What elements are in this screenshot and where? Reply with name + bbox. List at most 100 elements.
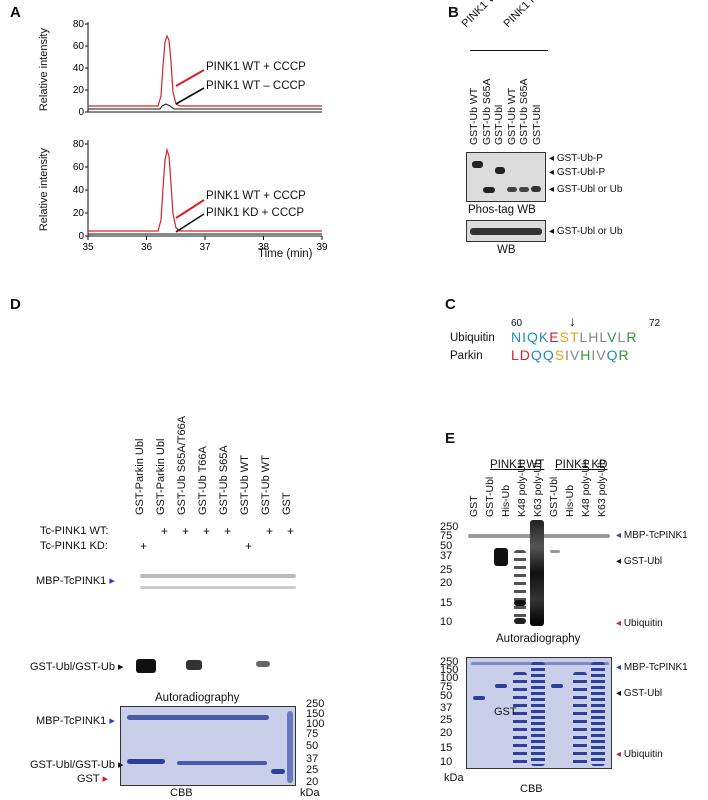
e-lane-label: GST [468,495,480,517]
xtick-label: 36 [141,242,153,253]
d-row-kd: Tc-PINK1 KD: [40,540,108,552]
d-lane-label: GST-Ub S65A [218,445,230,515]
d-ladder-mark: 250 [306,698,325,710]
e-ladder-bottom-mark: 15 [440,742,453,754]
residue: I [522,329,528,345]
d-ladder-mark: 37 [306,753,319,765]
residue: Q [527,329,539,345]
c-row2-seq: LDQQSIVHIVQR [511,347,630,363]
xtick-label: 39 [316,242,328,253]
ytick-bottom-label: 0 [78,231,84,242]
d-wt-mark: + [266,524,274,538]
e-lane-label: K63 poly-Ub [532,459,544,517]
e-lane-label: K63 poly-Ub [596,459,608,517]
ytick-top-label: 40 [73,63,85,74]
panel-c-letter: C [445,296,456,313]
b-label-ublp: GST-Ubl-P [556,167,606,178]
d-ladder-mark: 20 [306,776,319,788]
d-caption-auto: Autoradiography [155,692,240,704]
e-label-gst: GST [494,706,517,718]
e-caption-auto: Autoradiography [496,633,581,645]
b-lane-label: GST-Ubl [530,104,543,145]
legend-top-1: PINK1 WT + CCCP [206,61,306,73]
e-ladder-top-mark: 250 [440,521,459,533]
b-lane-label: GST-Ub S65A [518,78,530,145]
d-lane-label: GST-Parkin Ubl [134,438,146,515]
b-group-kd: PINK1 KD [501,0,546,30]
residue: L [511,347,520,363]
e-label-ub: Ubiquitin [623,618,663,629]
ytick-top-label: 60 [73,41,85,52]
residue: L [599,329,608,345]
residue: K [538,329,550,345]
e-lane-label: K48 poly-Ub [580,459,592,517]
e-ladder-bottom-mark: 10 [440,756,453,768]
b-lane-label: GST-Ub S65A [480,78,493,145]
c-row1-name: Ubiquitin [450,332,495,344]
b-label-wb: GST-Ubl or Ub [556,226,623,237]
e-group-kd: PINK1 KD [555,459,608,471]
b-group-wt: PINK1 WT [459,0,505,30]
e-cbb-gel [466,657,612,769]
e-label-mbp: MBP-TcPINK1 [623,530,688,541]
d-wt-mark: + [182,524,190,538]
ytick-bottom-label: 20 [73,208,85,219]
residue: L [617,329,627,345]
b-label-ubp: ◂ [549,153,557,164]
e-group-wt: PINK1 WT [490,459,545,471]
d-cbb-label-mbp: MBP-TcPINK1 [36,715,107,727]
residue: I [565,347,570,363]
residue: R [626,329,638,345]
d-ladder-mark: 25 [306,764,319,776]
legend-top-2: PINK1 WT – CCCP [206,80,306,92]
e-ladder-top-mark: 15 [440,597,453,609]
b-lane-label: GST-Ub WT [505,87,518,145]
panel-e-letter: E [445,430,456,447]
residue: V [569,347,581,363]
e-lane-label: His-Ub [500,484,512,517]
e-lane-label: His-Ub [564,484,576,517]
residue: T [569,329,580,345]
residue: L [579,329,589,345]
d-label-gstubl: GST-Ubl/GST-Ub [30,661,115,673]
panel-a-bottom-axes: 0 20 40 60 80 35 36 37 38 39 [73,139,328,253]
e-ladder-top-mark: 37 [440,550,453,562]
ytick-bottom-label: 60 [73,162,85,173]
c-row2-name: Parkin [450,350,483,362]
ytick-bottom-label: 40 [73,185,85,196]
e-ladder-top-mark: 75 [440,530,453,542]
ytick-top-label: 0 [78,107,84,118]
residue: S [559,329,570,345]
residue: Q [542,347,555,363]
residue: R [618,347,630,363]
c-num-end: 72 [649,318,661,329]
e-ladder-top-mark: 25 [440,564,453,576]
c-row1-seq: NIQKESTLHLVLR [511,329,637,345]
d-lane-label: GST-Ub S65A/T66A [176,415,188,515]
residue: V [596,347,607,363]
legend-bottom-2: PINK1 KD + CCCP [206,207,305,219]
d-ladder-mark: 50 [306,740,319,752]
d-label-mbp: MBP-TcPINK1 [36,575,107,587]
e-lane-label: GST-Ubl [484,476,496,517]
e-cbb-label-ub: Ubiquitin [623,749,663,760]
e-ladder-top-mark: 20 [440,577,453,589]
residue: H [588,329,600,345]
d-wt-mark: + [161,524,169,538]
e-label-gstubl: GST-Ubl [623,556,663,567]
d-wt-mark: + [287,524,295,538]
e-ladder-bottom-mark: 25 [440,714,453,726]
d-lane-label: GST-Ub WT [260,455,272,515]
d-ladder-mark: 150 [306,708,325,720]
b-label-ubl: GST-Ubl or Ub [556,184,623,195]
residue: Q [530,347,543,363]
d-autoradiography-blot [128,556,302,686]
e-ladder-bottom-mark: 37 [440,702,453,714]
trace-bottom-red [88,147,322,232]
d-lane-label: GST-Ub T66A [197,446,209,515]
ylabel-top: Relative intensity [38,28,50,112]
d-wt-mark: + [203,524,211,538]
e-cbb-label-mbp: MBP-TcPINK1 [623,662,688,673]
ylabel-bottom: Relative intensity [38,148,50,232]
trace-top-black [88,103,322,110]
